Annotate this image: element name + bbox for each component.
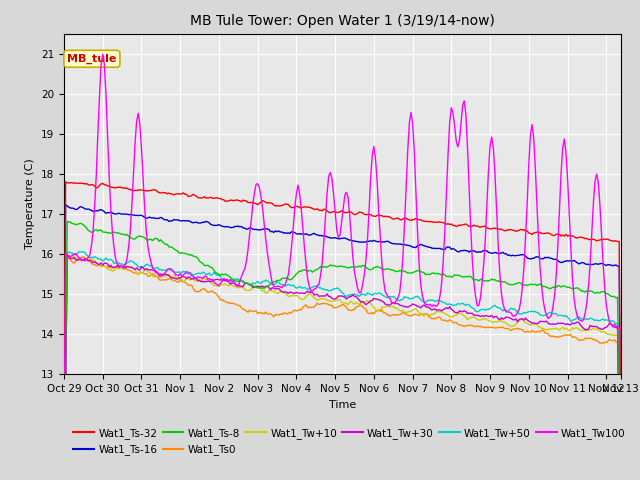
Wat1_Tw+50	[565, 316, 573, 322]
Wat1_Tw+30	[565, 322, 573, 328]
Wat1_Tw+50	[491, 302, 499, 308]
Wat1_Tw100	[221, 277, 229, 283]
Wat1_Tw100	[159, 273, 166, 279]
Wat1_Ts-16	[525, 256, 532, 262]
Wat1_Ts-8	[565, 285, 573, 290]
Wat1_Ts-32	[221, 199, 229, 204]
Wat1_Ts-32	[525, 230, 532, 236]
Wat1_Tw+30	[524, 317, 531, 323]
Y-axis label: Temperature (C): Temperature (C)	[26, 158, 35, 250]
Wat1_Ts-16	[159, 216, 166, 221]
Line: Wat1_Ts-32: Wat1_Ts-32	[64, 182, 621, 460]
Wat1_Tw100	[60, 464, 68, 470]
Wat1_Tw+30	[525, 318, 532, 324]
Wat1_Tw100	[524, 200, 531, 205]
Wat1_Tw100	[99, 51, 107, 57]
Wat1_Ts-32	[565, 232, 573, 238]
Wat1_Ts0	[524, 328, 531, 334]
Wat1_Ts0	[221, 299, 229, 304]
Wat1_Ts0	[565, 332, 573, 338]
Line: Wat1_Ts-8: Wat1_Ts-8	[64, 221, 621, 480]
X-axis label: Time: Time	[329, 400, 356, 409]
Wat1_Ts0	[63, 253, 71, 259]
Wat1_Tw+30	[63, 252, 71, 258]
Line: Wat1_Tw+10: Wat1_Tw+10	[64, 255, 621, 480]
Wat1_Ts-8	[525, 282, 532, 288]
Wat1_Ts-16	[221, 224, 229, 230]
Line: Wat1_Ts0: Wat1_Ts0	[64, 256, 621, 480]
Wat1_Ts-8	[524, 283, 531, 288]
Wat1_Ts-32	[617, 457, 625, 463]
Wat1_Tw+50	[525, 309, 532, 314]
Wat1_Tw100	[565, 210, 573, 216]
Wat1_Ts-8	[159, 239, 166, 244]
Text: MB_tule: MB_tule	[67, 54, 116, 64]
Wat1_Tw+10	[221, 281, 229, 287]
Wat1_Tw+30	[221, 278, 229, 284]
Wat1_Ts-8	[221, 271, 229, 277]
Wat1_Ts-32	[62, 179, 70, 185]
Wat1_Ts-8	[491, 277, 499, 283]
Wat1_Tw+10	[565, 328, 573, 334]
Line: Wat1_Tw+30: Wat1_Tw+30	[64, 255, 621, 480]
Wat1_Ts-32	[524, 228, 531, 234]
Wat1_Ts-16	[565, 258, 573, 264]
Wat1_Tw+50	[221, 277, 229, 283]
Wat1_Ts-8	[63, 218, 71, 224]
Title: MB Tule Tower: Open Water 1 (3/19/14-now): MB Tule Tower: Open Water 1 (3/19/14-now…	[190, 14, 495, 28]
Wat1_Ts-16	[524, 255, 531, 261]
Wat1_Ts-32	[60, 416, 68, 422]
Wat1_Tw+50	[159, 267, 166, 273]
Wat1_Ts0	[491, 325, 499, 331]
Line: Wat1_Tw100: Wat1_Tw100	[64, 54, 621, 480]
Wat1_Tw+30	[159, 272, 166, 277]
Line: Wat1_Tw+50: Wat1_Tw+50	[64, 252, 621, 480]
Wat1_Tw+10	[159, 271, 166, 277]
Wat1_Ts0	[159, 277, 166, 283]
Wat1_Ts0	[525, 329, 532, 335]
Wat1_Ts-16	[491, 250, 499, 255]
Line: Wat1_Ts-16: Wat1_Ts-16	[64, 205, 621, 477]
Wat1_Tw+10	[491, 319, 499, 324]
Wat1_Ts-16	[60, 432, 68, 438]
Wat1_Tw+10	[524, 320, 531, 326]
Wat1_Tw+50	[524, 310, 531, 315]
Legend: Wat1_Ts-32, Wat1_Ts-16, Wat1_Ts-8, Wat1_Ts0, Wat1_Tw+10, Wat1_Tw+30, Wat1_Tw+50,: Wat1_Ts-32, Wat1_Ts-16, Wat1_Ts-8, Wat1_…	[69, 424, 630, 459]
Wat1_Tw+30	[491, 314, 499, 320]
Wat1_Tw+50	[78, 249, 86, 254]
Wat1_Tw100	[491, 170, 499, 176]
Wat1_Ts-16	[617, 474, 625, 480]
Wat1_Tw+10	[68, 252, 76, 258]
Wat1_Tw+10	[525, 322, 532, 327]
Wat1_Ts-16	[62, 202, 70, 208]
Wat1_Ts-32	[491, 226, 499, 231]
Wat1_Ts-32	[159, 190, 166, 195]
Wat1_Tw100	[525, 161, 532, 167]
